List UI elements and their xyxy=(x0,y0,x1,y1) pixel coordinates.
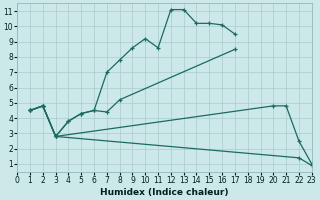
X-axis label: Humidex (Indice chaleur): Humidex (Indice chaleur) xyxy=(100,188,229,197)
